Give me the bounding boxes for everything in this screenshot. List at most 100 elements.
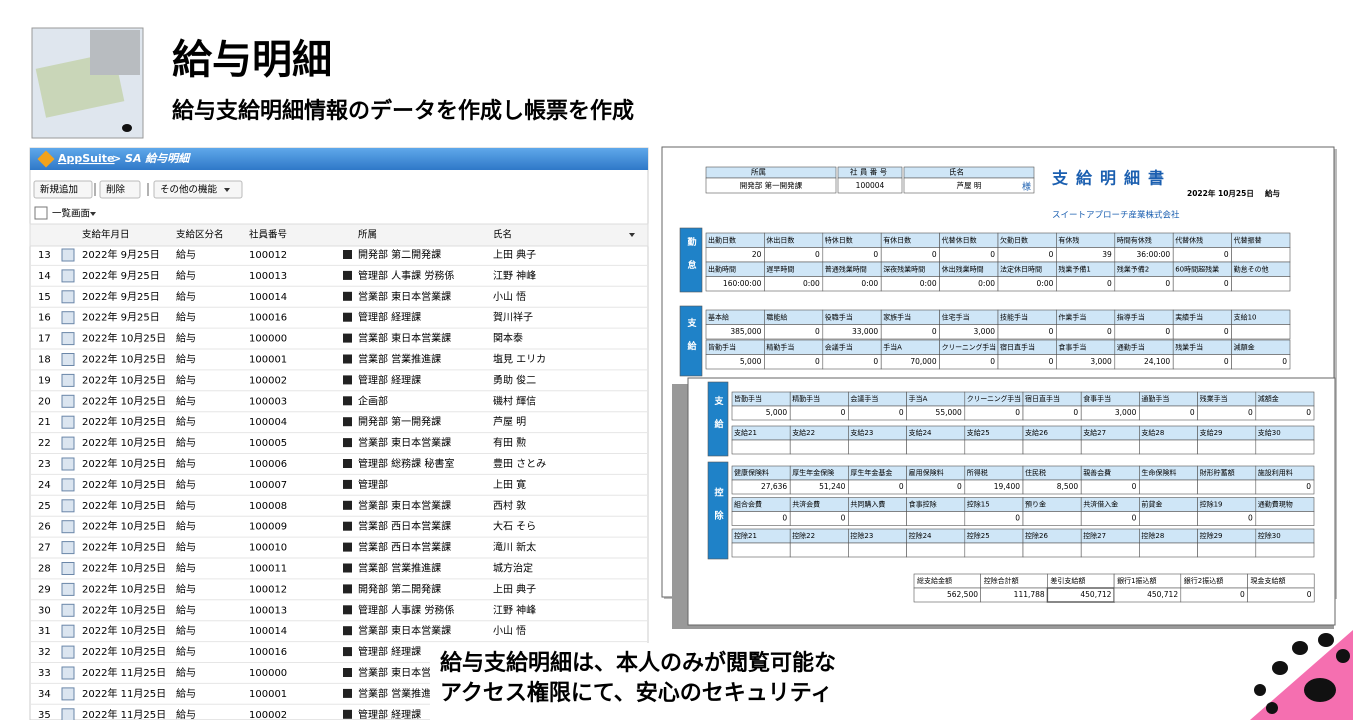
- total-value-cell: [1180, 587, 1248, 603]
- cell-label: 宿日直手当: [1025, 394, 1060, 403]
- dept-icon: [343, 500, 352, 510]
- header-value-cell: [705, 177, 837, 194]
- toolbar-button[interactable]: [99, 180, 141, 199]
- header-label-cell: [705, 166, 837, 179]
- row-detail-icon[interactable]: [61, 478, 75, 492]
- toolbar-button[interactable]: [33, 180, 93, 199]
- row-cell: 2022年 10月25日: [82, 624, 166, 637]
- row-cell: 営業部 東日本営業課: [358, 499, 451, 512]
- cell-value: 20: [752, 250, 762, 259]
- row-cell: 100013: [249, 271, 287, 282]
- value-cell: [1231, 276, 1291, 292]
- value-cell: [1139, 439, 1198, 455]
- cell-label: 減額金: [1258, 394, 1279, 403]
- cell-label: 特休日数: [825, 235, 853, 244]
- cell-label: 控除25: [967, 531, 990, 540]
- cell-value: 3,000: [974, 327, 996, 336]
- toolbar-button-label: その他の機能: [160, 184, 218, 196]
- row-number: 19: [38, 375, 51, 386]
- row-detail-icon[interactable]: [61, 269, 75, 283]
- row-detail-icon[interactable]: [61, 541, 75, 555]
- column-header: 支給区分名: [176, 229, 224, 241]
- row-detail-icon[interactable]: [61, 562, 75, 575]
- cell-value: 0: [1165, 327, 1170, 336]
- row-detail-icon[interactable]: [61, 624, 75, 638]
- row-detail-icon[interactable]: [61, 290, 75, 304]
- value-cell: [964, 542, 1024, 558]
- cell-value: 0: [899, 482, 904, 491]
- header-value: 開発部 第一開発課: [740, 180, 803, 190]
- cell-label: 財形貯蓄額: [1200, 468, 1235, 477]
- row-detail-icon[interactable]: [61, 582, 75, 596]
- row-detail-icon[interactable]: [61, 248, 75, 262]
- row-detail-icon[interactable]: [61, 436, 75, 450]
- row-detail-icon[interactable]: [61, 311, 75, 325]
- row-cell: 給与: [176, 332, 196, 345]
- row-detail-icon[interactable]: [61, 373, 75, 387]
- row-cell: 開発部 第一開発課: [358, 415, 441, 428]
- cell-value: 0: [1073, 408, 1078, 417]
- row-number: 34: [38, 689, 51, 700]
- row-detail-icon[interactable]: [61, 520, 75, 534]
- slip-kind: 給与: [1265, 188, 1280, 198]
- row-cell: 城方治定: [493, 562, 533, 575]
- cell-value: 0: [990, 250, 995, 259]
- cell-value: 160:00:00: [723, 279, 762, 288]
- section-label: 支給: [713, 395, 725, 442]
- cell-label: 控除29: [1200, 531, 1223, 540]
- row-number: 29: [38, 584, 51, 595]
- total-label: 銀行2振込額: [1184, 576, 1223, 585]
- cell-label: 共同購入費: [850, 500, 885, 509]
- row-number: 25: [38, 501, 51, 512]
- row-number: 26: [38, 522, 51, 533]
- row-cell: 2022年 11月25日: [82, 666, 166, 679]
- row-cell: 2022年 10月25日: [82, 499, 166, 512]
- row-detail-icon[interactable]: [61, 332, 75, 346]
- cell-value: 0: [815, 357, 820, 366]
- cell-label: 控除22: [792, 531, 815, 540]
- row-cell: 営業部 営業推進課: [358, 562, 441, 575]
- row-number: 20: [38, 396, 51, 407]
- section-bar: [707, 381, 729, 457]
- row-cell: 開発部 第二開発課: [358, 248, 441, 261]
- row-cell: 2022年 10月25日: [82, 436, 166, 449]
- header-label: 社 員 番 号: [850, 167, 887, 177]
- cell-label: 法定休日時間: [1000, 264, 1042, 273]
- row-detail-icon[interactable]: [61, 687, 75, 701]
- honorific: 様: [1022, 181, 1031, 193]
- cell-value: 3,000: [1090, 357, 1112, 366]
- row-cell: 管理部 人事課 労務係: [358, 603, 454, 616]
- cell-value: 0:00: [803, 279, 820, 288]
- dropdown-arrow: [224, 188, 230, 192]
- row-detail-icon[interactable]: [61, 666, 75, 680]
- row-detail-icon[interactable]: [61, 499, 75, 513]
- row-number: 33: [38, 668, 51, 679]
- row-detail-icon[interactable]: [61, 457, 75, 471]
- row-detail-icon[interactable]: [61, 415, 75, 429]
- row-detail-icon[interactable]: [61, 708, 75, 720]
- toolbar-button[interactable]: [153, 180, 243, 199]
- dept-icon: [343, 312, 352, 322]
- cell-value: 19,400: [994, 482, 1020, 491]
- cell-label: 会議手当: [850, 394, 878, 403]
- row-cell: 営業部 東日本営業課: [358, 332, 451, 345]
- row-cell: 100013: [249, 605, 287, 616]
- row-cell: 給与: [176, 666, 196, 679]
- row-cell: 開発部 第二開発課: [358, 582, 441, 595]
- row-cell: 2022年 10月25日: [82, 478, 166, 491]
- row-detail-icon[interactable]: [61, 394, 75, 408]
- cell-value: 0: [1248, 408, 1253, 417]
- cell-value: 55,000: [936, 408, 962, 417]
- row-detail-icon[interactable]: [61, 353, 75, 366]
- value-cell: [906, 542, 966, 558]
- dept-icon: [343, 417, 352, 427]
- cell-label: 代替休残: [1175, 235, 1203, 244]
- row-number: 31: [38, 626, 51, 637]
- cell-label: 時間有休残: [1117, 235, 1152, 244]
- section-label: 勤怠: [686, 236, 697, 283]
- row-cell: 上田 典子: [493, 248, 536, 261]
- row-number: 14: [38, 271, 51, 282]
- row-detail-icon[interactable]: [61, 603, 75, 617]
- row-detail-icon[interactable]: [61, 645, 75, 659]
- value-cell: [1197, 479, 1257, 495]
